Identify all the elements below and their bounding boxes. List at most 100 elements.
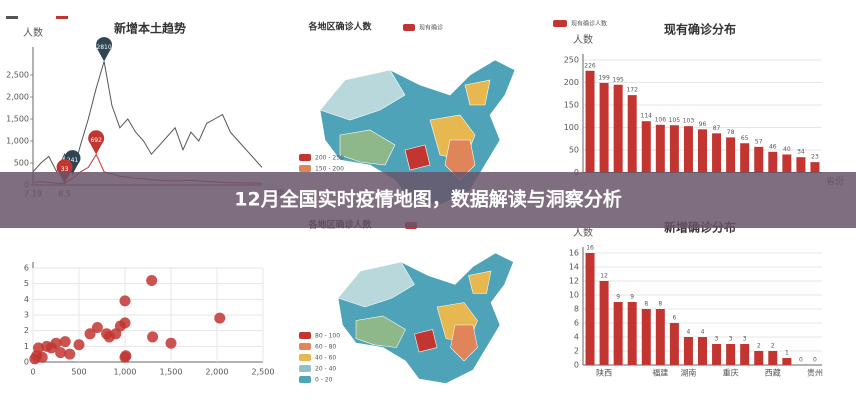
y-tick-label: 1,000 <box>6 137 29 146</box>
bar <box>613 302 623 365</box>
y-tick-label: 10 <box>569 291 579 300</box>
point <box>64 348 76 360</box>
value-label: 2 <box>771 343 775 350</box>
value-label: 3 <box>715 336 719 343</box>
value-label: 172 <box>626 87 638 94</box>
legend-marker <box>56 16 68 19</box>
value-label: 199 <box>598 74 610 81</box>
region <box>468 270 492 294</box>
pin-label: 692 <box>90 137 102 144</box>
y-tick-label: 2 <box>574 347 579 356</box>
y-tick-label: 50 <box>569 146 579 155</box>
legend-marker <box>553 20 567 27</box>
y-tick-label: 4 <box>24 295 29 304</box>
bar <box>754 351 764 365</box>
bar <box>782 358 792 365</box>
chart-title: 现有确诊分布 <box>664 22 736 37</box>
y-tick-label: 12 <box>569 277 579 286</box>
value-label: 195 <box>612 76 624 83</box>
bar <box>655 124 665 173</box>
y-axis-label: 人数 <box>573 33 593 46</box>
y-axis-label: 人数 <box>573 226 593 239</box>
legend-swatch <box>299 354 311 361</box>
value-label: 8 <box>658 301 662 308</box>
x-tick-label: 2,500 <box>252 368 275 377</box>
point <box>84 328 96 340</box>
y-tick-label: 1 <box>24 342 29 351</box>
y-tick-label: 0 <box>574 361 579 370</box>
bar <box>740 143 750 173</box>
pin <box>88 130 105 155</box>
point <box>120 350 132 362</box>
value-label: 16 <box>586 245 594 252</box>
y-tick-label: 6 <box>24 264 29 273</box>
bar <box>683 337 693 365</box>
value-label: 8 <box>644 301 648 308</box>
y-tick-label: 2 <box>24 326 29 335</box>
bar <box>669 125 679 173</box>
legend-swatch <box>299 343 311 350</box>
y-axis-label: 人数 <box>23 26 43 39</box>
x-tick-label: 2,000 <box>206 368 229 377</box>
value-label: 9 <box>630 294 634 301</box>
map <box>319 59 516 206</box>
pin-label: 33 <box>61 166 69 173</box>
value-label: 78 <box>727 129 735 136</box>
y-tick-label: 14 <box>569 263 579 272</box>
legend-label: 200 - 250 <box>315 155 344 162</box>
region <box>339 129 396 166</box>
legend-swatch <box>299 332 311 339</box>
legend-label: 60 - 80 <box>315 344 336 351</box>
bar <box>726 344 736 365</box>
legend-label: 现有确诊人数 <box>571 20 607 28</box>
bar <box>740 344 750 365</box>
region <box>450 324 478 362</box>
legend-label: 20 - 40 <box>315 366 336 373</box>
y-tick-label: 4 <box>574 333 579 342</box>
value-label: 57 <box>755 138 763 145</box>
bar <box>726 137 736 173</box>
pin <box>64 150 81 175</box>
point <box>91 322 103 334</box>
region <box>319 69 406 121</box>
banner-band <box>0 172 856 228</box>
bar <box>683 126 693 173</box>
y-tick-label: 2,000 <box>6 93 29 102</box>
point <box>33 342 45 354</box>
chart-title: 各地区确诊人数 <box>307 21 372 33</box>
value-label: 3 <box>729 336 733 343</box>
y-tick-label: 16 <box>569 249 579 258</box>
map <box>337 252 514 384</box>
value-label: 4 <box>687 329 691 336</box>
y-tick-label: 500 <box>14 159 29 168</box>
legend-label: 80 - 100 <box>315 333 340 340</box>
bar <box>613 84 623 173</box>
x-tick-label: 福建 <box>652 368 668 378</box>
bar <box>768 351 778 365</box>
bar <box>627 95 637 173</box>
value-label: 46 <box>769 143 777 150</box>
legend-swatch <box>299 376 311 383</box>
value-label: 9 <box>616 294 620 301</box>
bar <box>585 253 595 365</box>
y-tick-label: 8 <box>574 305 579 314</box>
bar <box>641 309 651 365</box>
region <box>414 329 438 353</box>
value-label: 65 <box>741 135 749 142</box>
value-label: 226 <box>584 62 596 69</box>
bar <box>627 302 637 365</box>
region <box>337 261 415 308</box>
y-tick-label: 150 <box>564 101 579 110</box>
point <box>73 339 85 351</box>
x-tick-label: 1,500 <box>160 368 183 377</box>
x-tick-label: 0 <box>30 368 35 377</box>
point <box>146 275 158 287</box>
y-tick-label: 3 <box>24 311 29 320</box>
y-tick-label: 2,500 <box>6 71 29 80</box>
chart-title: 新增本土趋势 <box>114 21 186 36</box>
point <box>147 331 159 343</box>
legend-marker <box>403 24 415 31</box>
y-tick-label: 250 <box>564 56 579 65</box>
